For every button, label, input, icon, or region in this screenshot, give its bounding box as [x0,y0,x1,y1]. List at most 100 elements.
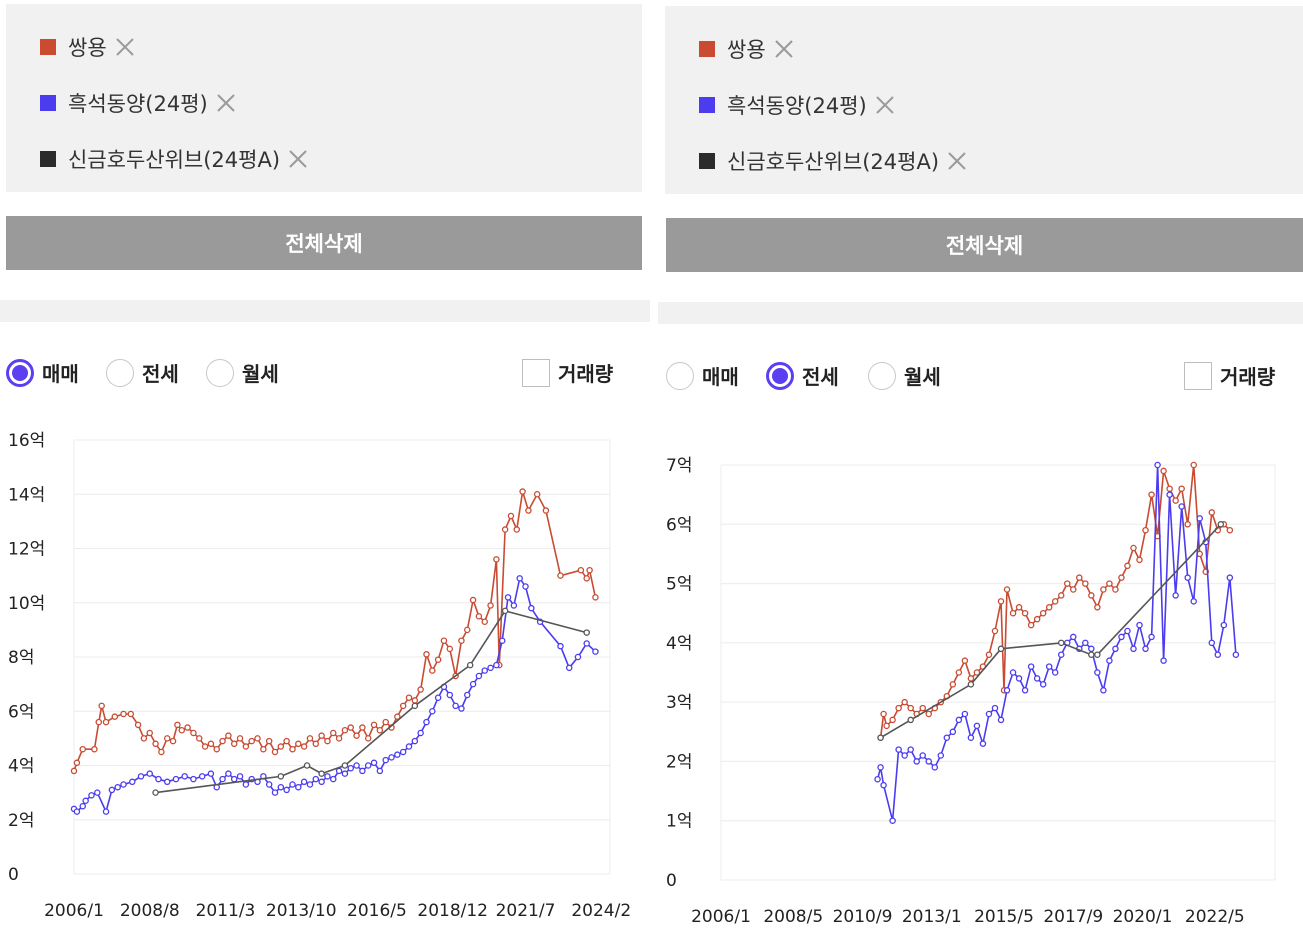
data-point [382,718,389,726]
data-point [330,775,337,783]
data-point [79,802,86,810]
data-point [1039,681,1047,688]
data-point [201,743,209,750]
data-point [1082,639,1089,647]
data-point [341,762,349,769]
radio-sale[interactable]: 매매 [6,358,79,387]
data-point [1208,639,1216,647]
volume-checkbox[interactable]: 거래량 [522,358,613,387]
data-point [347,724,354,731]
data-point [364,762,372,769]
delete-all-button[interactable]: 전체삭제 [666,218,1303,272]
data-point [967,675,975,682]
data-point [961,657,969,664]
x-tick-label: 2022/5 [1185,907,1245,927]
data-point [1217,521,1225,528]
data-point [236,773,244,780]
data-point [1130,544,1137,552]
data-point [324,737,331,745]
close-icon[interactable] [288,149,308,169]
data-point [429,667,436,674]
data-point [1063,580,1071,587]
data-point [925,710,932,718]
data-point [289,745,296,753]
data-point [961,710,969,718]
data-point [82,797,89,805]
data-point [364,735,372,742]
close-icon[interactable] [115,37,135,57]
data-point [289,781,296,788]
radio-monthly[interactable]: 월세 [206,358,279,387]
legend-swatch [699,41,715,57]
data-point [533,491,541,498]
data-point [522,583,529,590]
data-point [1039,609,1047,617]
legend-swatch [40,95,56,111]
data-point [1142,645,1149,653]
data-point [318,770,325,777]
data-point [973,669,981,676]
data-point [1057,639,1065,647]
data-point [1106,580,1113,587]
data-point [114,783,121,791]
x-tick-label: 2018/12 [417,901,488,921]
data-point [997,598,1005,605]
data-point [937,752,945,759]
data-point [883,722,890,730]
data-point [1015,604,1023,611]
data-point [525,507,532,514]
data-point [254,735,261,742]
close-icon[interactable] [875,95,895,115]
data-point [376,767,384,775]
data-point [169,737,177,745]
data-point [919,752,926,759]
radio-monthly[interactable]: 월세 [868,361,941,390]
data-point [1070,633,1077,641]
legend-item-heukseok: 흑석동양(24평) [40,88,236,118]
close-icon[interactable] [947,151,967,171]
data-point [1027,663,1035,670]
checkbox-label: 거래량 [1220,365,1276,389]
data-point [295,740,302,748]
data-point [557,642,564,650]
legend-label: 쌍용 [727,38,766,62]
volume-checkbox[interactable]: 거래량 [1184,361,1275,390]
data-point [295,783,302,791]
data-point [889,716,896,724]
data-point [907,704,914,712]
radio-jeonse[interactable]: 전세 [766,361,839,390]
data-point [1124,562,1131,570]
radio-circle [666,361,694,390]
radio-jeonse[interactable]: 전세 [106,358,179,387]
legend-label: 흑석동양(24평) [68,92,208,116]
data-point [1184,574,1191,581]
x-tick-label: 2024/2 [571,901,631,921]
legend-item-ssangyong: 쌍용 [699,34,794,64]
data-point [493,661,500,669]
data-point [925,758,932,765]
radio-sale[interactable]: 매매 [666,361,739,390]
data-point [95,718,103,726]
data-point [411,737,419,745]
legend-label: 흑석동양(24평) [727,94,867,118]
close-icon[interactable] [774,39,794,59]
x-tick-label: 2008/5 [763,907,823,927]
data-point [466,661,474,669]
legend-label: 신금호두산위브(24평A) [68,148,281,172]
data-point [394,751,401,758]
delete-all-button[interactable]: 전체삭제 [6,216,642,270]
data-point [236,735,244,742]
data-point [312,775,320,783]
data-point [985,710,993,718]
data-point [504,594,512,601]
data-point [1136,556,1143,564]
data-point [458,705,465,712]
data-point [913,758,920,765]
close-icon[interactable] [216,93,236,113]
data-point [370,721,378,729]
data-point [146,770,153,777]
data-point [592,648,599,655]
data-point [219,775,226,783]
data-point [152,789,159,796]
data-point [592,594,599,601]
